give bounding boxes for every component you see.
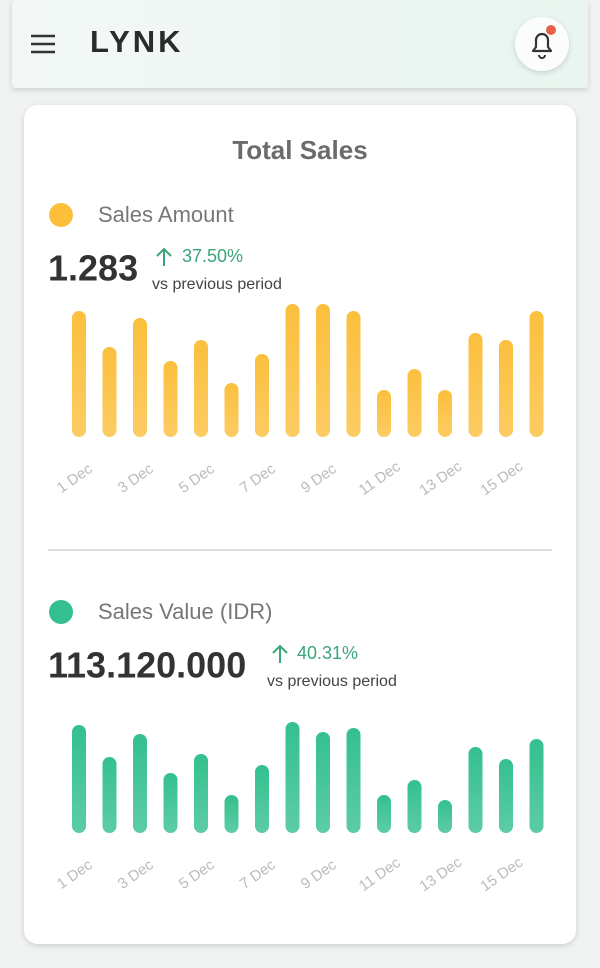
legend-label: Sales Amount (98, 202, 234, 227)
bar (316, 732, 330, 833)
bar (346, 728, 361, 833)
bar (468, 747, 483, 833)
bar (468, 333, 483, 437)
bar (346, 311, 361, 437)
bar (102, 347, 117, 437)
total-value: 113.120.000 (48, 645, 246, 686)
bar (438, 800, 452, 833)
up-arrow (156, 247, 288, 663)
bar (255, 765, 269, 833)
bar (194, 340, 208, 437)
card-title: Total Sales (232, 135, 367, 165)
logo: LYNK (90, 24, 184, 59)
legend-label: Sales Value (IDR) (98, 599, 272, 624)
menu-button[interactable] (31, 34, 55, 54)
bar (102, 757, 117, 833)
bar (133, 318, 147, 437)
bar (499, 340, 513, 437)
bar (407, 369, 422, 437)
bar (72, 725, 86, 833)
bar (377, 795, 391, 833)
bar (163, 773, 178, 833)
notification-button[interactable] (515, 17, 569, 71)
bar (255, 354, 269, 437)
total-value: 1.283 (48, 248, 138, 289)
legend-dot (49, 203, 73, 227)
bar (224, 383, 239, 437)
sales-card (24, 105, 576, 944)
bar (72, 311, 86, 437)
bar (133, 734, 147, 833)
legend-dot (49, 600, 73, 624)
bar (224, 795, 239, 833)
app-bar (12, 0, 588, 88)
change-caption: vs previous period (152, 276, 282, 293)
bar (529, 739, 544, 833)
bar (499, 759, 513, 833)
bar (529, 311, 544, 437)
bar (285, 304, 300, 437)
change-percent: 37.50% (182, 246, 243, 266)
change-caption: vs previous period (267, 673, 397, 690)
bar (194, 754, 208, 833)
bar (438, 390, 452, 437)
change-percent: 40.31% (297, 643, 358, 663)
bar (285, 722, 300, 833)
bar (163, 361, 178, 437)
bar (407, 780, 422, 833)
bar (377, 390, 391, 437)
bar (316, 304, 330, 437)
